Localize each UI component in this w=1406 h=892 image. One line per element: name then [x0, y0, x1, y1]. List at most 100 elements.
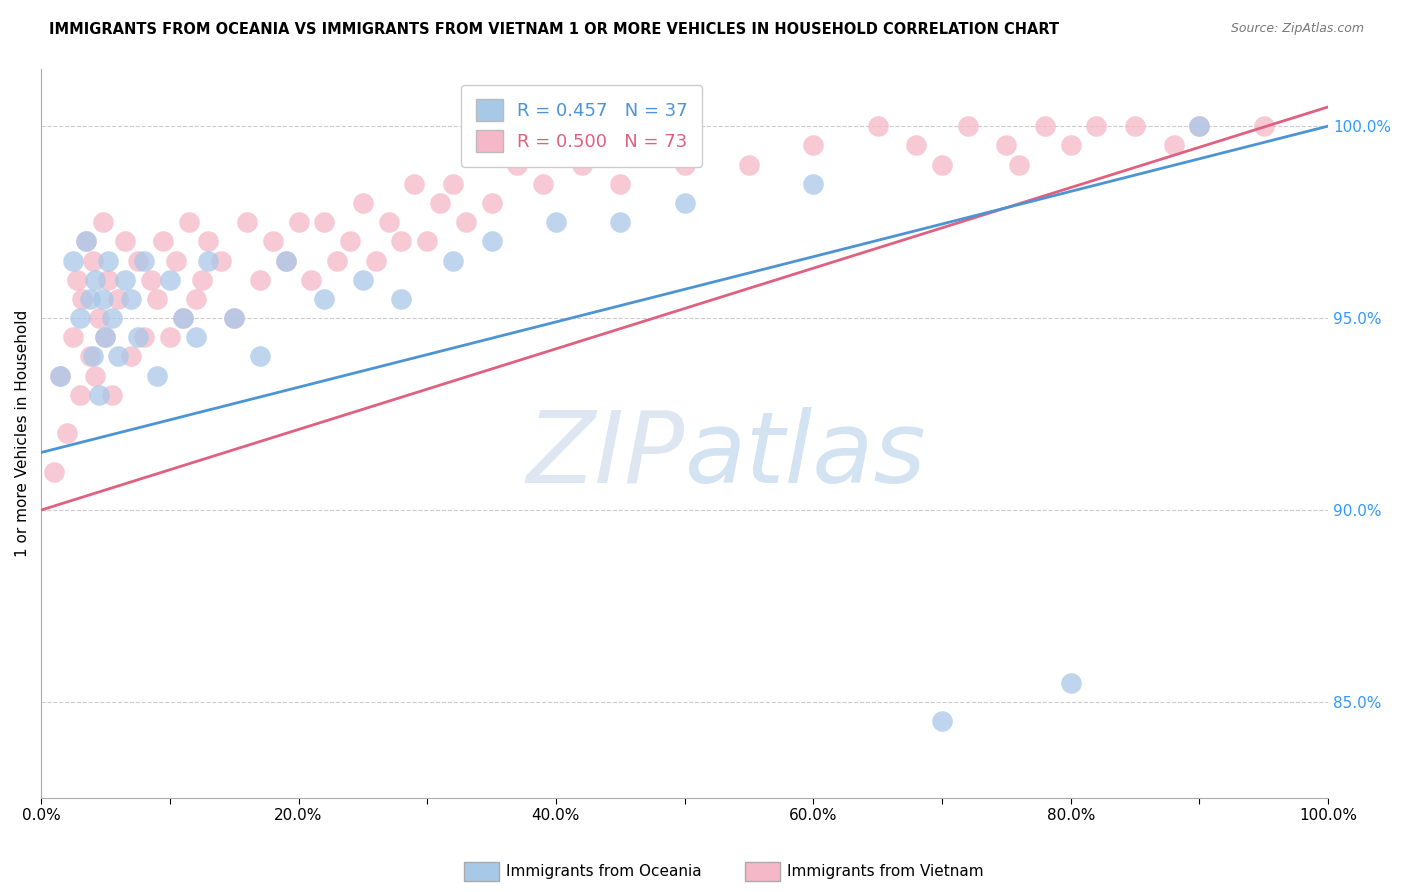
- Point: [648, 138, 671, 153]
- Point: [531, 177, 554, 191]
- Point: [544, 215, 567, 229]
- Point: [209, 253, 232, 268]
- Point: [314, 292, 336, 306]
- Point: [287, 215, 309, 229]
- Point: [609, 215, 631, 229]
- Point: [1253, 119, 1275, 133]
- Point: [132, 330, 155, 344]
- Point: [249, 273, 271, 287]
- Point: [1163, 138, 1185, 153]
- Point: [62, 330, 84, 344]
- Text: Source: ZipAtlas.com: Source: ZipAtlas.com: [1230, 22, 1364, 36]
- Point: [146, 368, 169, 383]
- Point: [1123, 119, 1146, 133]
- Point: [82, 253, 104, 268]
- Point: [956, 119, 979, 133]
- Point: [274, 253, 297, 268]
- Point: [84, 273, 107, 287]
- Point: [62, 253, 84, 268]
- Point: [49, 368, 72, 383]
- Point: [197, 235, 219, 249]
- Point: [165, 253, 187, 268]
- Point: [159, 273, 181, 287]
- Point: [1188, 119, 1211, 133]
- Point: [1060, 676, 1083, 690]
- Point: [224, 311, 246, 326]
- Point: [91, 215, 114, 229]
- Point: [249, 350, 271, 364]
- Point: [326, 253, 349, 268]
- Point: [127, 253, 149, 268]
- Point: [120, 292, 142, 306]
- Point: [127, 330, 149, 344]
- Point: [79, 350, 101, 364]
- Point: [866, 119, 889, 133]
- Point: [66, 273, 89, 287]
- Point: [132, 253, 155, 268]
- Point: [364, 253, 387, 268]
- Point: [314, 215, 336, 229]
- Point: [506, 157, 529, 171]
- Point: [416, 235, 439, 249]
- Point: [391, 235, 413, 249]
- Point: [905, 138, 928, 153]
- Point: [87, 311, 110, 326]
- Point: [391, 292, 413, 306]
- Point: [377, 215, 399, 229]
- Point: [1085, 119, 1108, 133]
- Point: [224, 311, 246, 326]
- Point: [1188, 119, 1211, 133]
- Point: [184, 330, 207, 344]
- Point: [1060, 138, 1083, 153]
- Point: [172, 311, 194, 326]
- Point: [56, 426, 79, 441]
- Point: [609, 177, 631, 191]
- Point: [1033, 119, 1056, 133]
- Point: [101, 388, 124, 402]
- Point: [481, 195, 503, 210]
- Point: [107, 292, 129, 306]
- Point: [262, 235, 284, 249]
- Point: [191, 273, 214, 287]
- Point: [69, 311, 91, 326]
- Point: [931, 157, 953, 171]
- Text: Immigrants from Vietnam: Immigrants from Vietnam: [787, 864, 984, 879]
- Point: [197, 253, 219, 268]
- Point: [114, 273, 136, 287]
- Point: [352, 273, 374, 287]
- Point: [94, 330, 117, 344]
- Point: [184, 292, 207, 306]
- Point: [159, 330, 181, 344]
- Point: [441, 253, 464, 268]
- Point: [79, 292, 101, 306]
- Point: [172, 311, 194, 326]
- Point: [114, 235, 136, 249]
- Point: [673, 157, 696, 171]
- Point: [69, 388, 91, 402]
- Point: [75, 235, 97, 249]
- Y-axis label: 1 or more Vehicles in Household: 1 or more Vehicles in Household: [15, 310, 30, 557]
- Point: [801, 138, 824, 153]
- Point: [429, 195, 451, 210]
- Point: [801, 177, 824, 191]
- Text: IMMIGRANTS FROM OCEANIA VS IMMIGRANTS FROM VIETNAM 1 OR MORE VEHICLES IN HOUSEHO: IMMIGRANTS FROM OCEANIA VS IMMIGRANTS FR…: [49, 22, 1059, 37]
- Point: [179, 215, 201, 229]
- Point: [101, 311, 124, 326]
- Text: Immigrants from Oceania: Immigrants from Oceania: [506, 864, 702, 879]
- Point: [82, 350, 104, 364]
- Point: [146, 292, 169, 306]
- Point: [97, 253, 120, 268]
- Legend: R = 0.457   N = 37, R = 0.500   N = 73: R = 0.457 N = 37, R = 0.500 N = 73: [461, 85, 702, 167]
- Point: [441, 177, 464, 191]
- Point: [152, 235, 174, 249]
- Point: [738, 157, 761, 171]
- Text: atlas: atlas: [685, 407, 927, 504]
- Point: [87, 388, 110, 402]
- Point: [339, 235, 361, 249]
- Point: [995, 138, 1018, 153]
- Point: [139, 273, 162, 287]
- Point: [94, 330, 117, 344]
- Point: [673, 195, 696, 210]
- Point: [107, 350, 129, 364]
- Point: [49, 368, 72, 383]
